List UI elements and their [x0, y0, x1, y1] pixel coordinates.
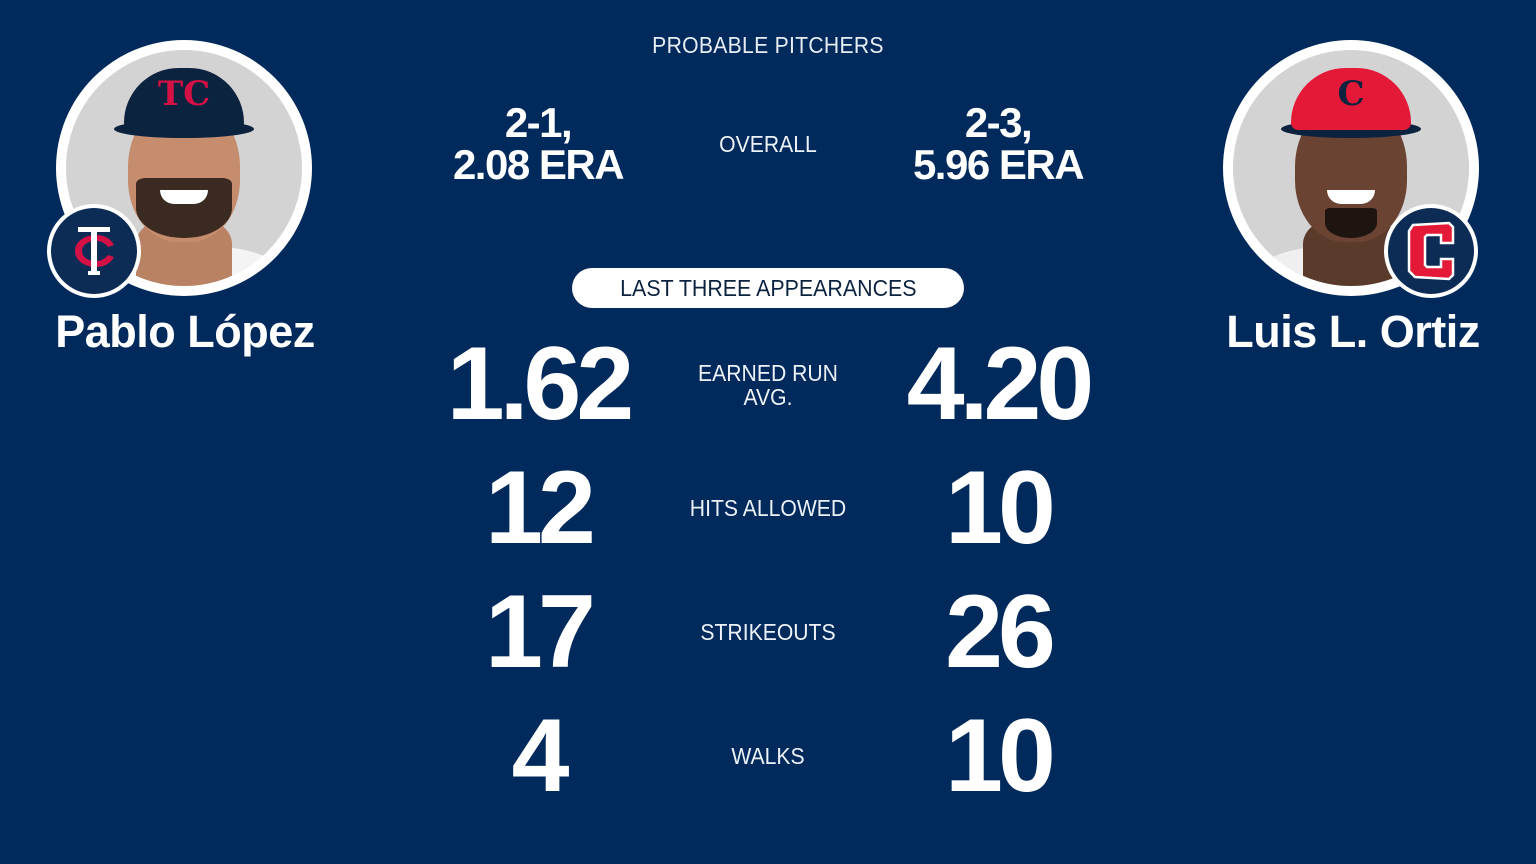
stat-label-strikeouts: STRIKEOUTS — [700, 619, 836, 645]
page-title: PROBABLE PITCHERS — [652, 32, 884, 58]
guardians-c-logo-icon — [1407, 221, 1455, 281]
stat-left-era: 1.62 — [446, 326, 634, 442]
twins-logo-badge — [47, 204, 141, 298]
stat-label-line: AVG. — [743, 384, 793, 410]
stat-right-era: 4.20 — [906, 326, 1094, 442]
overall-record-right: 2-3, 5.96 ERA — [850, 102, 1146, 186]
player-name-left: Pablo López — [55, 306, 315, 357]
stat-left-hits: 12 — [485, 450, 596, 566]
overall-wl-left: 2-1, — [504, 99, 573, 146]
stat-right-hits: 10 — [945, 450, 1056, 566]
stat-label-era: EARNED RUN AVG. — [650, 361, 886, 409]
twins-tc-logo-icon — [75, 227, 114, 275]
player-photo-left: TC — [56, 40, 312, 296]
cap-logo: TC — [157, 74, 211, 114]
section-pill-label: LAST THREE APPEARANCES — [619, 275, 917, 301]
stat-left-strikeouts: 17 — [485, 574, 596, 690]
stat-label-hits: HITS ALLOWED — [689, 495, 847, 521]
player-name-right: Luis L. Ortiz — [1226, 306, 1480, 357]
stat-right-walks: 10 — [945, 698, 1056, 814]
overall-label: OVERALL — [719, 131, 817, 157]
overall-record-left: 2-1, 2.08 ERA — [390, 102, 686, 186]
stat-label-line: EARNED RUN — [698, 360, 838, 386]
stat-label-walks: WALKS — [731, 743, 805, 769]
overall-wl-right: 2-3, — [964, 99, 1033, 146]
stat-left-walks: 4 — [511, 698, 570, 814]
guardians-logo-badge — [1384, 204, 1478, 298]
overall-era-right: 5.96 ERA — [912, 141, 1085, 188]
overall-era-left: 2.08 ERA — [452, 141, 625, 188]
section-pill: LAST THREE APPEARANCES — [572, 268, 964, 308]
stat-right-strikeouts: 26 — [945, 574, 1056, 690]
cap-logo: C — [1337, 74, 1365, 114]
